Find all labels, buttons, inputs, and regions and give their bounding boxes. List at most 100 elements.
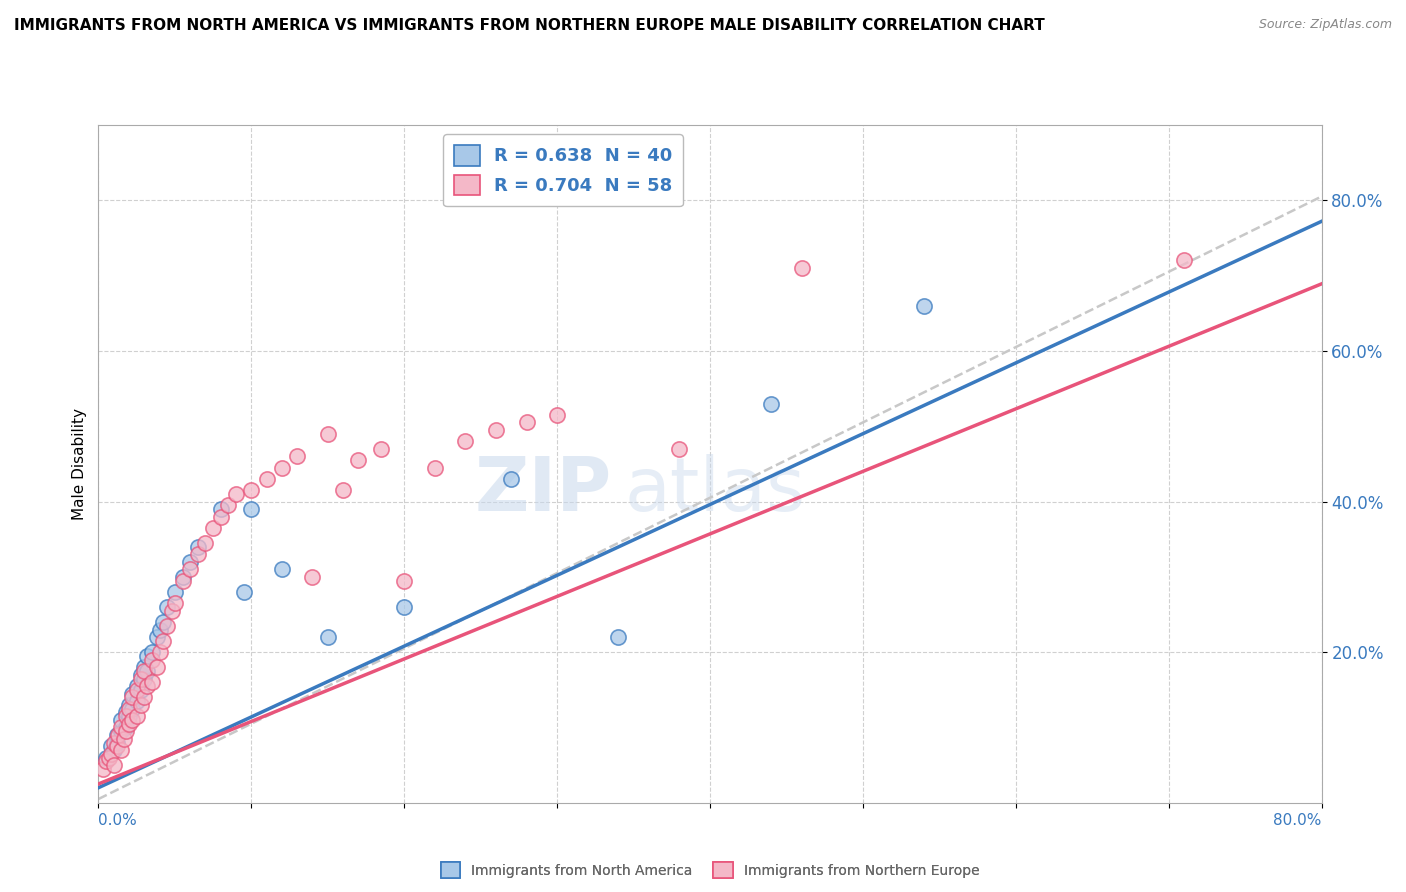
Point (607, 630, 630, 644)
Point (103, 743, 125, 757)
Point (103, 758, 125, 772)
Point (125, 694, 148, 708)
Point (156, 599, 179, 614)
Point (172, 574, 194, 588)
Legend: Immigrants from North America, Immigrants from Northern Europe: Immigrants from North America, Immigrant… (434, 857, 986, 884)
Point (118, 716, 141, 731)
Point (392, 574, 416, 588)
Point (125, 679, 148, 693)
Point (370, 442, 392, 456)
Point (112, 731, 135, 746)
Text: 0.0%: 0.0% (98, 814, 138, 828)
Point (256, 472, 278, 486)
Point (172, 570, 194, 584)
Point (141, 675, 163, 690)
Point (225, 487, 247, 501)
Y-axis label: Male Disability: Male Disability (72, 408, 87, 520)
Point (454, 434, 477, 449)
Point (156, 619, 179, 633)
Point (121, 687, 143, 701)
Point (423, 460, 446, 475)
Point (100, 747, 122, 761)
Point (129, 698, 152, 712)
Point (115, 724, 138, 739)
Point (232, 585, 254, 599)
Point (105, 728, 128, 742)
Point (115, 706, 138, 720)
Point (110, 721, 132, 735)
Point (141, 645, 163, 659)
Point (546, 408, 568, 422)
Point (110, 743, 132, 757)
Point (118, 698, 141, 712)
Point (129, 667, 152, 681)
Point (134, 660, 156, 674)
Point (134, 690, 156, 705)
Point (121, 690, 143, 705)
Point (668, 442, 690, 456)
Point (392, 599, 416, 614)
Point (105, 735, 128, 749)
Text: atlas: atlas (624, 454, 806, 527)
Text: Source: ZipAtlas.com: Source: ZipAtlas.com (1258, 18, 1392, 31)
Point (152, 633, 174, 648)
Point (141, 653, 163, 667)
Point (209, 509, 232, 524)
Point (301, 570, 323, 584)
Point (134, 664, 156, 678)
Point (125, 709, 148, 723)
Point (270, 562, 292, 576)
Point (136, 648, 159, 663)
Point (347, 453, 370, 467)
Point (100, 739, 122, 754)
Point (332, 483, 354, 498)
Point (125, 682, 148, 697)
Point (285, 450, 308, 464)
Point (179, 555, 201, 569)
Point (136, 664, 159, 678)
Point (202, 521, 225, 535)
Text: IMMIGRANTS FROM NORTH AMERICA VS IMMIGRANTS FROM NORTHERN EUROPE MALE DISABILITY: IMMIGRANTS FROM NORTH AMERICA VS IMMIGRA… (14, 18, 1045, 33)
Point (134, 672, 156, 686)
Point (152, 615, 174, 629)
Point (194, 536, 217, 550)
Point (105, 739, 128, 754)
Point (103, 735, 125, 749)
Point (129, 682, 152, 697)
Point (118, 701, 141, 715)
Point (118, 709, 141, 723)
Point (240, 502, 263, 516)
Point (516, 416, 538, 430)
Point (94, 755, 117, 769)
Point (187, 547, 209, 561)
Point (485, 423, 508, 437)
Point (129, 672, 152, 686)
Point (98, 750, 121, 764)
Point (316, 426, 339, 441)
Point (270, 460, 292, 475)
Point (163, 596, 186, 610)
Point (115, 709, 138, 723)
Point (501, 472, 523, 486)
Point (1173, 253, 1195, 268)
Point (107, 728, 129, 742)
Point (163, 585, 186, 599)
Point (179, 562, 201, 576)
Point (91, 762, 114, 776)
Point (149, 645, 172, 659)
Point (160, 604, 183, 618)
Point (790, 260, 813, 275)
Point (217, 498, 239, 512)
Point (912, 299, 935, 313)
Point (209, 502, 232, 516)
Point (759, 396, 782, 410)
Point (187, 540, 209, 554)
Point (121, 713, 143, 727)
Text: 80.0%: 80.0% (1274, 814, 1322, 828)
Point (136, 679, 159, 693)
Point (240, 483, 263, 498)
Point (121, 701, 143, 715)
Point (110, 713, 132, 727)
Point (149, 623, 172, 637)
Point (94, 750, 117, 764)
